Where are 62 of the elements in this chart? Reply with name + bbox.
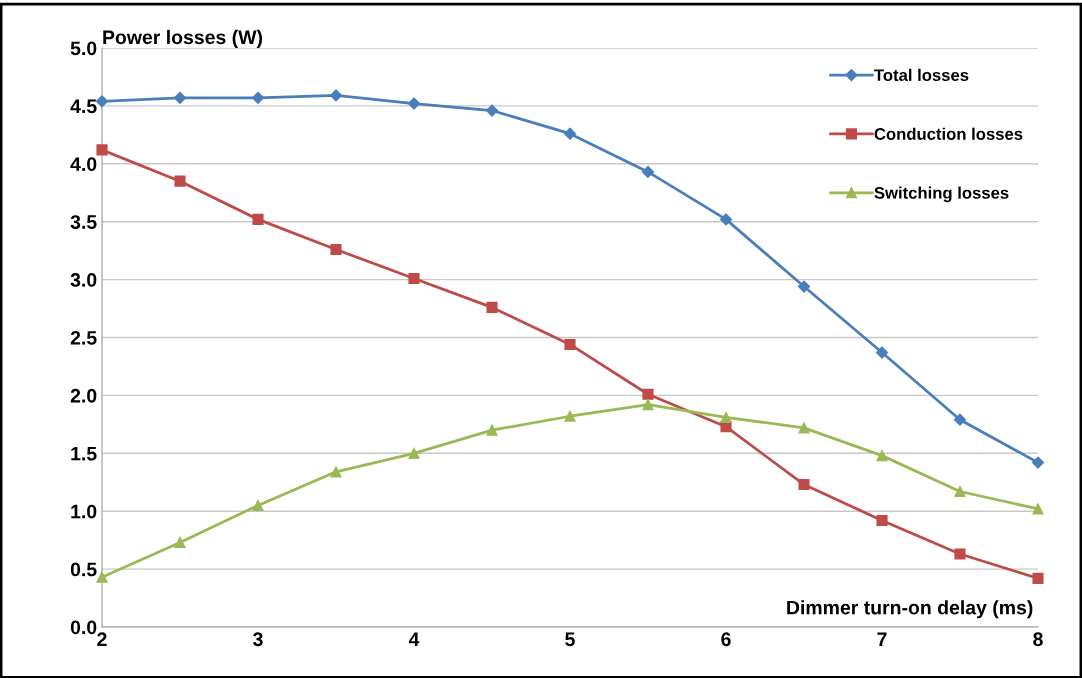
point: [876, 514, 888, 527]
point: [954, 485, 966, 498]
point: [720, 421, 732, 433]
y-tick-label: 4.0: [70, 157, 97, 172]
y-tick-label: 0.0: [70, 620, 97, 635]
x-tick-label: 5: [565, 632, 575, 647]
x-tick-label: 6: [721, 632, 731, 647]
point: [564, 410, 576, 422]
point: [1032, 572, 1044, 584]
x-tick-label: 2: [97, 632, 107, 646]
point: [798, 479, 810, 491]
x-tick-label: 8: [1033, 632, 1043, 647]
y-tick-label: 1.5: [71, 446, 97, 461]
point: [1031, 456, 1045, 469]
point: [173, 91, 187, 104]
point: [875, 346, 889, 359]
point: [408, 447, 420, 459]
point: [798, 422, 810, 434]
legend-label: Switching losses: [874, 186, 1009, 203]
point: [485, 104, 499, 117]
y-tick-label: 1.0: [71, 504, 97, 519]
y-tick-label: 0.5: [70, 562, 97, 577]
point: [174, 175, 186, 187]
point: [96, 144, 108, 156]
point: [329, 89, 343, 102]
point: [486, 424, 498, 436]
point: [95, 95, 109, 108]
x-tick-label: 3: [253, 632, 263, 647]
point: [96, 571, 108, 583]
y-tick-label: 5.0: [70, 41, 97, 56]
point: [252, 499, 264, 511]
point: [563, 127, 577, 140]
point: [564, 338, 576, 351]
point: [642, 388, 654, 400]
point: [876, 450, 888, 462]
point: [641, 165, 655, 179]
point: [797, 280, 811, 293]
point: [486, 301, 498, 313]
x-tick-label: 7: [877, 632, 887, 646]
point: [330, 466, 342, 478]
point: [330, 243, 342, 256]
point: [1032, 503, 1044, 515]
x-axis-title: Dimmer turn-on delay (ms): [787, 600, 1033, 619]
y-axis-title: Power losses (W): [103, 29, 263, 48]
point: [252, 213, 264, 225]
point: [251, 91, 265, 104]
point: [174, 536, 186, 549]
x-tick-label: 4: [408, 632, 420, 646]
y-tick-label: 2.5: [70, 330, 97, 345]
point: [408, 272, 420, 284]
point: [642, 399, 654, 411]
point: [953, 413, 967, 426]
y-tick-label: 2.0: [70, 388, 97, 403]
legend-label: Conduction losses: [874, 127, 1023, 140]
y-tick-label: 3.0: [70, 273, 97, 287]
legend-label: Total losses: [874, 68, 969, 82]
y-tick-label: 3.5: [70, 215, 97, 229]
point: [720, 411, 732, 423]
y-tick-label: 4.5: [70, 99, 97, 114]
point: [954, 548, 966, 560]
point: [719, 213, 733, 226]
point: [407, 97, 421, 110]
